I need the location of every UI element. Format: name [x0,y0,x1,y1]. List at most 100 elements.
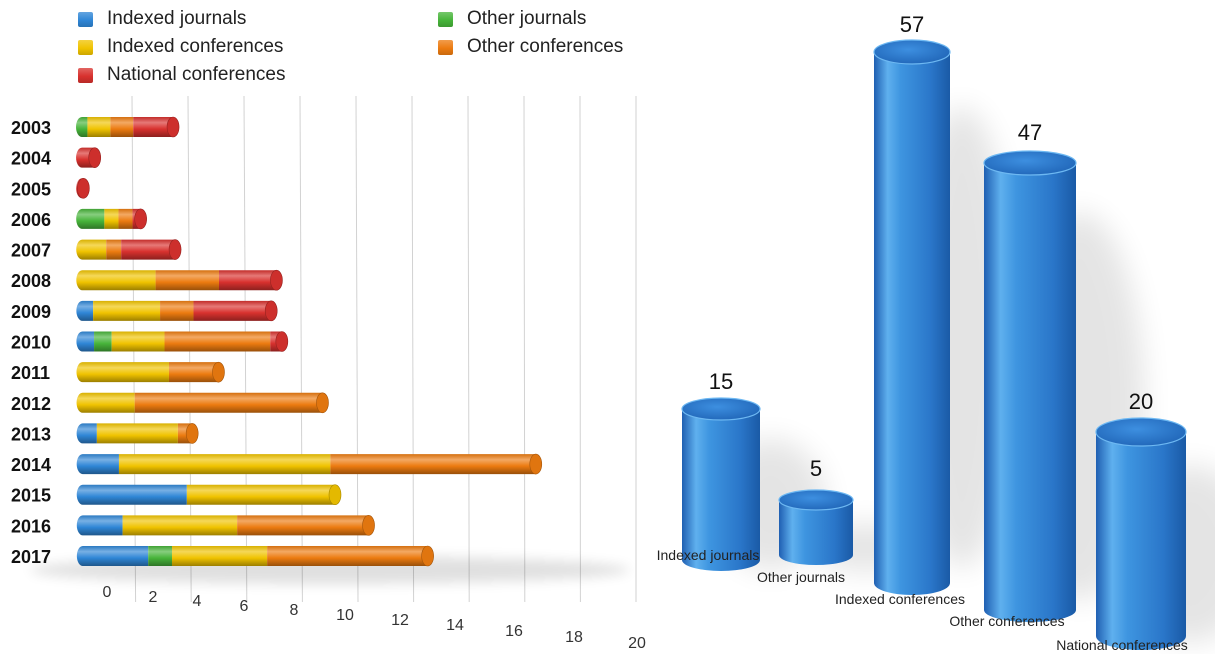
bar-segment-indexed-journals [76,454,119,475]
legend-swatch [438,11,453,27]
legend-item-other-conferences: Other conferences [438,36,623,58]
y-tick-label: 2016 [11,516,51,536]
x-tick-label: 0 [103,584,112,601]
y-tick-label: 2012 [11,394,51,414]
y-tick-label: 2014 [11,455,51,475]
category-label: National conferences [1056,637,1188,653]
legend-item-indexed-journals: Indexed journals [78,8,246,30]
y-tick-label: 2017 [11,547,51,567]
bar-segment-indexed-conferences [76,239,107,260]
y-tick-label: 2005 [11,179,51,199]
bar-segment-national-conferences [121,239,182,260]
cylinder-top [873,39,951,65]
bar-end-cap [166,116,180,138]
y-tick-label: 2008 [11,271,51,291]
cylinder-top [681,397,761,421]
legend-swatch [78,67,93,83]
bar-segment-indexed-conferences [76,270,156,291]
x-tick-label: 18 [565,629,583,646]
bar-end-cap [77,177,90,199]
bar-segment-indexed-conferences [104,208,119,229]
x-tick-label: 6 [240,598,249,615]
legend-label: Indexed journals [107,8,247,29]
grid-line [523,95,526,603]
bar-end-cap [264,300,278,322]
value-label: 57 [900,12,924,37]
value-label: 20 [1129,389,1153,414]
cylinder-top [1095,417,1187,447]
bar-end-cap [88,147,102,168]
bar-segment-indexed-conferences [96,423,178,444]
bar-segment-other-conferences [168,362,225,383]
category-label: Other journals [757,569,845,585]
x-tick-label: 14 [446,617,464,634]
bar-segment-other-conferences [330,454,542,475]
bar-segment-indexed-journals [76,515,123,536]
x-tick-label: 8 [290,602,299,619]
legend-swatch [78,39,93,55]
bar-segment-other-conferences [237,515,375,536]
cylinder-body [1096,432,1186,650]
y-tick-label: 2010 [11,333,51,353]
x-tick-label: 20 [628,635,646,652]
legend-label: Indexed conferences [107,36,284,57]
bar-segment-indexed-journals [76,546,149,566]
cylinder-indexed-conferences [873,39,951,595]
legend-label: Other conferences [467,36,624,57]
bar-segment-other-journals [94,331,112,352]
cylinder-national-conferences [1095,417,1187,650]
bar-end-cap [270,269,283,291]
bar-end-cap [316,392,329,414]
x-tick-label: 10 [336,607,354,624]
y-tick-label: 2013 [11,424,51,444]
bar-segment-other-conferences [267,546,434,566]
legend-label: Other journals [467,8,587,29]
legend-label: National conferences [107,64,286,85]
legend-swatch [438,39,453,55]
bar-segment-indexed-conferences [93,300,161,321]
bar-segment-other-journals [148,546,172,566]
category-label: Indexed conferences [835,591,965,607]
bar-end-cap [275,331,289,352]
bar-end-cap [185,423,199,444]
category-label: Other conferences [949,613,1064,629]
bar-end-cap [529,453,543,475]
value-label: 47 [1018,120,1042,145]
bar-segment-other-conferences [134,392,329,413]
bar-segment-other-conferences [110,117,134,137]
bar-segment-indexed-conferences [111,331,165,352]
value-label: 15 [709,369,733,394]
legend-item-other-journals: Other journals [438,8,586,30]
bar-end-cap [168,239,182,260]
cylinder-other-journals [778,489,854,565]
bar-segment-other-conferences [155,270,220,291]
y-tick-label: 2009 [11,302,51,322]
legend-swatch [78,11,93,27]
bar-segment-national-conferences [193,300,278,321]
y-tick-label: 2011 [11,363,50,383]
cylinder-body [874,52,950,595]
bar-segment-indexed-conferences [76,362,169,383]
bar-segment-other-conferences [118,208,133,229]
bar-segment-indexed-conferences [76,392,135,413]
cylinder-body [779,500,853,565]
bar-segment-indexed-journals [76,423,97,444]
cylinder-indexed-journals [681,397,761,571]
y-tick-label: 2007 [11,241,51,261]
bar-segment-indexed-journals [76,300,94,321]
cylinder-body [682,409,760,571]
grid-line [467,95,470,603]
bar-end-cap [212,361,225,383]
legend-item-national-conferences: National conferences [78,64,286,86]
stacked-bar-chart: 0 2 4 6 8 10 12 14 16 18 20 2003 2004 2005 2006 2007 200… [11,95,646,652]
bar-segment-national-conferences [219,270,283,291]
grid-line [411,95,415,603]
bar-segment-indexed-conferences [171,546,268,566]
bar-segment-indexed-conferences [122,515,238,536]
bar-segment-indexed-conferences [186,484,341,505]
bar-segment-other-conferences [160,300,194,321]
bar-segment-other-journals [76,117,88,137]
value-label: 5 [810,456,822,481]
bar-segment-indexed-journals [76,484,187,505]
